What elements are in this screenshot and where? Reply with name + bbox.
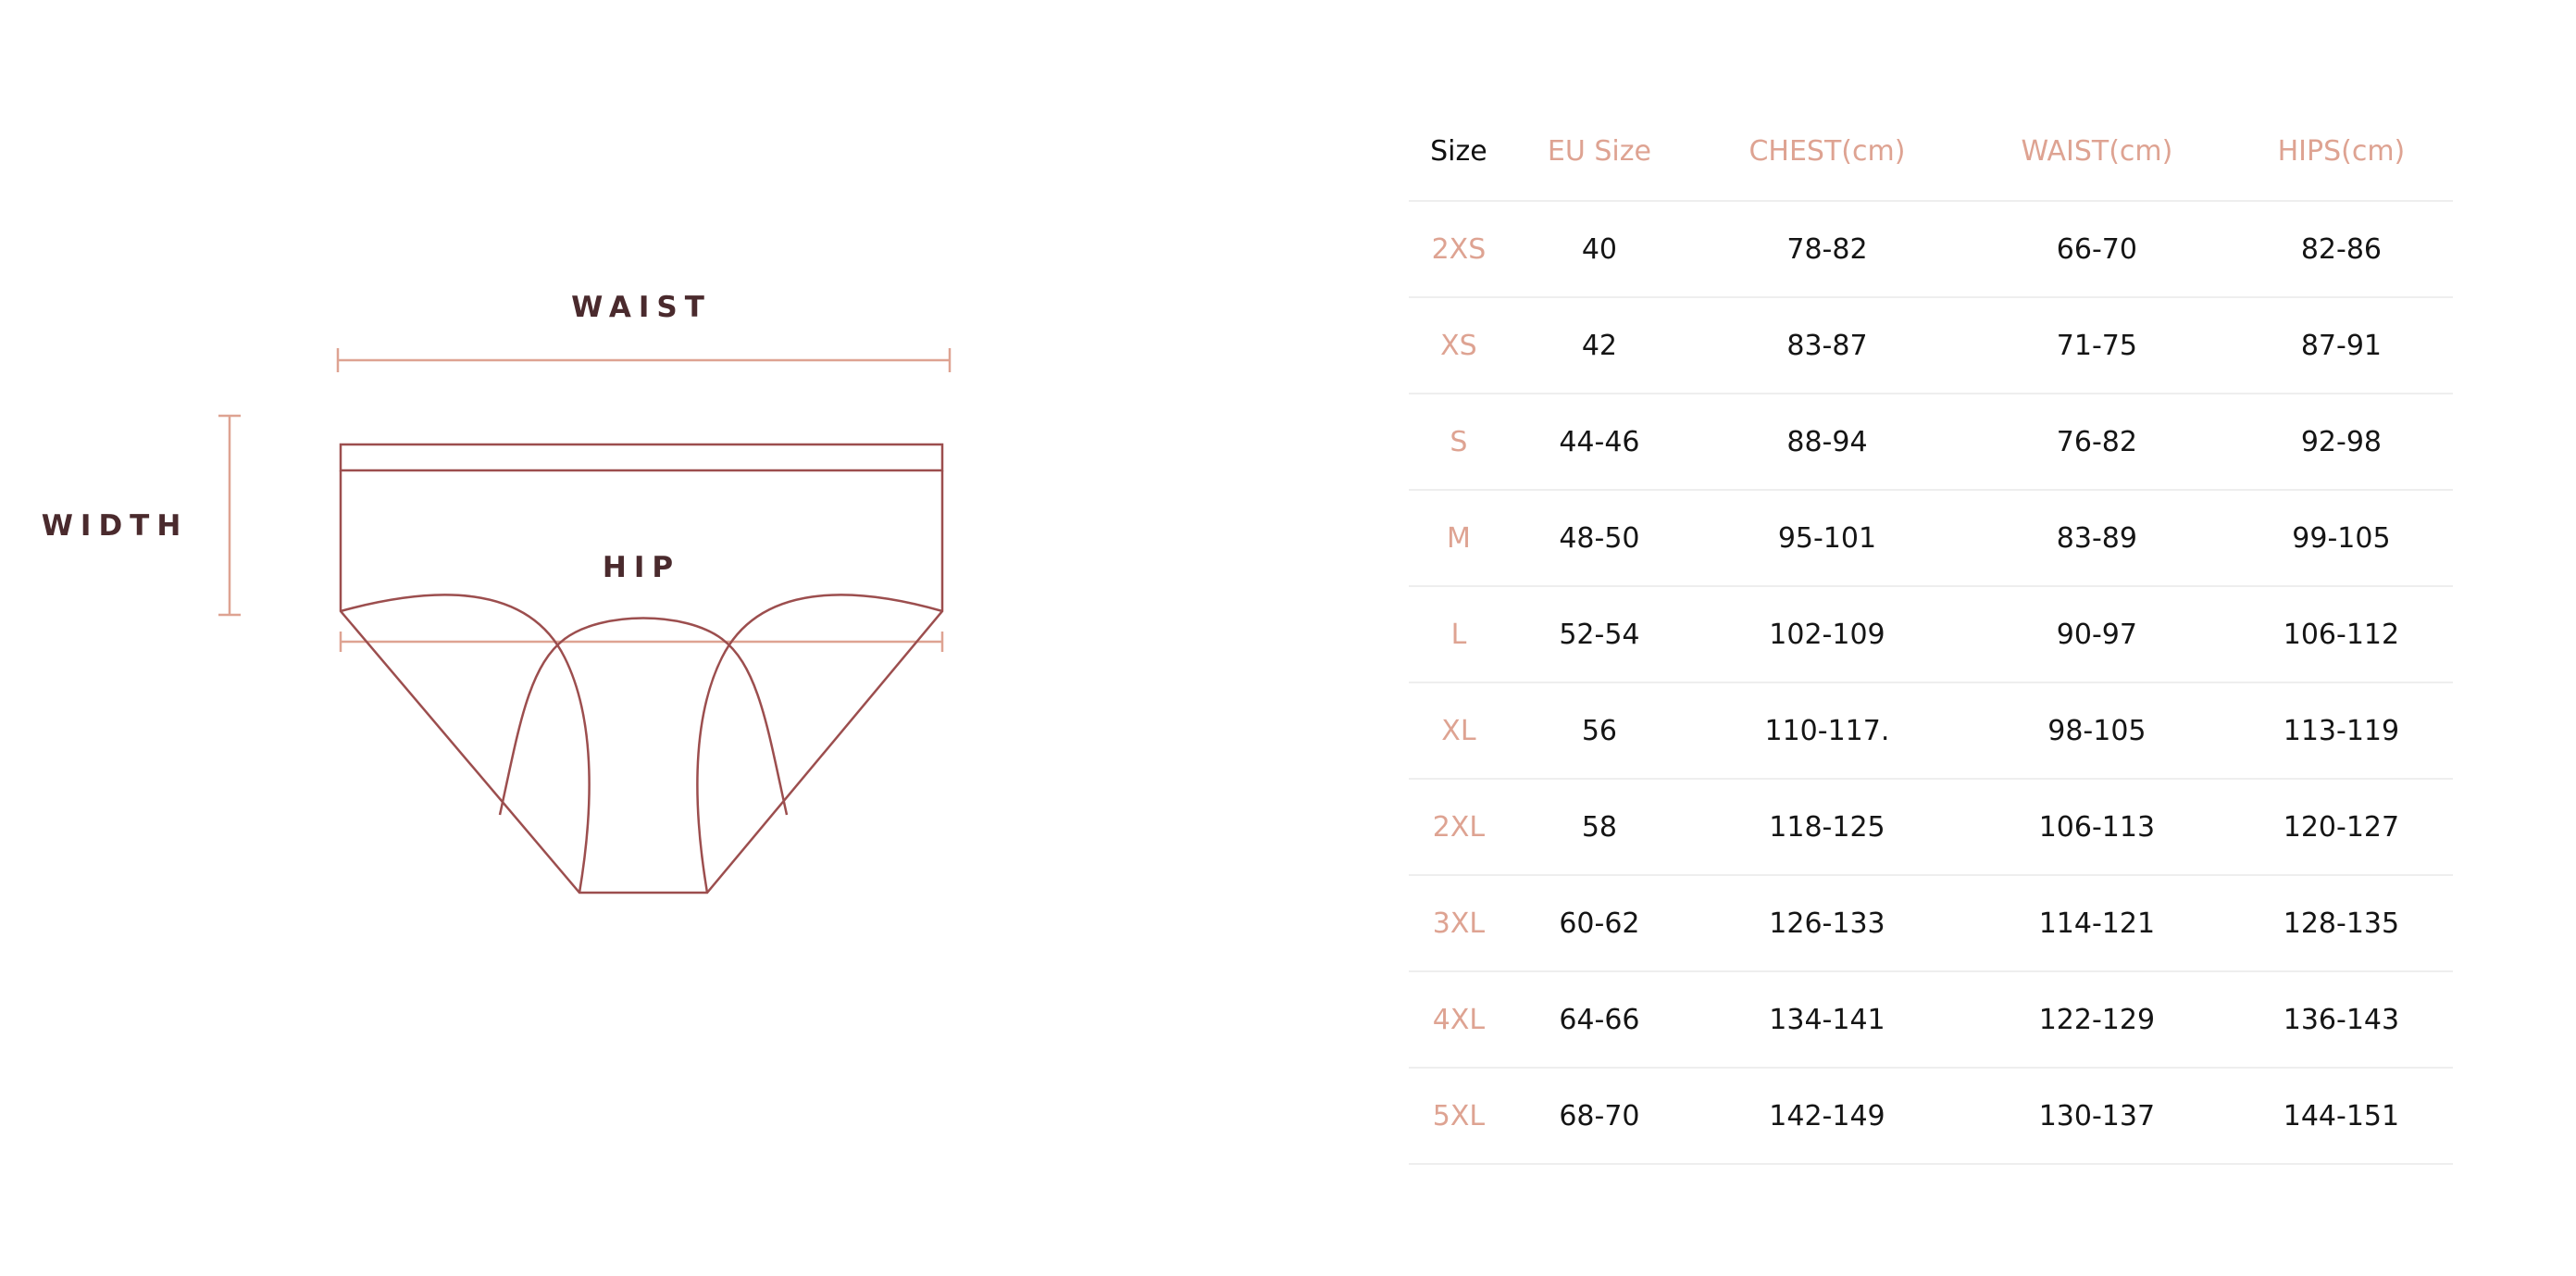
- table-row: XS 42 83-87 71-75 87-91: [1409, 296, 2453, 394]
- size-cell: XS: [1409, 296, 1509, 394]
- table-row: 3XL 60-62 126-133 114-121 128-135: [1409, 874, 2453, 971]
- header-waist: WAIST(cm): [2021, 134, 2173, 168]
- right-leg-opening: [696, 594, 943, 894]
- size-cell: 3XL: [1409, 874, 1509, 971]
- chest-cell: 118-125: [1690, 778, 1964, 875]
- table-body: 2XS 40 78-82 66-70 82-86 XS 42 83-87 71-75 87-91 S…: [1409, 200, 2453, 1165]
- table-row: M 48-50 95-101 83-89 99-105: [1409, 489, 2453, 586]
- waist-measure-line: [336, 348, 952, 372]
- chest-cell: 78-82: [1690, 200, 1964, 297]
- header-eu-size: EU Size: [1547, 134, 1651, 168]
- table-row: 4XL 64-66 134-141 122-129 136-143: [1409, 970, 2453, 1068]
- eu-size-cell: 40: [1508, 200, 1691, 297]
- hip-label: HIP: [603, 551, 680, 584]
- hips-cell: 120-127: [2229, 778, 2453, 875]
- eu-size-cell: 48-50: [1508, 489, 1691, 586]
- chest-cell: 134-141: [1690, 970, 1964, 1068]
- eu-size-cell: 64-66: [1508, 970, 1691, 1068]
- eu-size-cell: 44-46: [1508, 393, 1691, 490]
- size-cell: L: [1409, 585, 1509, 682]
- eu-size-cell: 58: [1508, 778, 1691, 875]
- size-cell: 4XL: [1409, 970, 1509, 1068]
- hips-cell: 92-98: [2229, 393, 2453, 490]
- hips-cell: 136-143: [2229, 970, 2453, 1068]
- garment-diagram: WAIST WIDTH HIP: [42, 291, 952, 894]
- table-row: XL 56 110-117. 98-105 113-119: [1409, 682, 2453, 779]
- waist-cell: 90-97: [1963, 585, 2230, 682]
- hips-cell: 87-91: [2229, 296, 2453, 394]
- eu-size-cell: 56: [1508, 682, 1691, 779]
- size-cell: 5XL: [1409, 1067, 1509, 1165]
- hips-cell: 128-135: [2229, 874, 2453, 971]
- chest-cell: 88-94: [1690, 393, 1964, 490]
- hips-cell: 113-119: [2229, 682, 2453, 779]
- waist-cell: 66-70: [1963, 200, 2230, 297]
- header-hips: HIPS(cm): [2277, 134, 2406, 168]
- chest-cell: 110-117.: [1690, 682, 1964, 779]
- table-row: L 52-54 102-109 90-97 106-112: [1409, 585, 2453, 682]
- brief-body: [339, 470, 944, 894]
- table-row: 5XL 68-70 142-149 130-137 144-151: [1409, 1067, 2453, 1165]
- waistband: [339, 443, 944, 472]
- hips-cell: 144-151: [2229, 1067, 2453, 1165]
- gusset-seam: [498, 617, 789, 816]
- chest-cell: 142-149: [1690, 1067, 1964, 1165]
- chest-cell: 102-109: [1690, 585, 1964, 682]
- waist-cell: 98-105: [1963, 682, 2230, 779]
- chest-cell: 95-101: [1690, 489, 1964, 586]
- header-chest: CHEST(cm): [1748, 134, 1906, 168]
- size-chart-table: Size EU Size CHEST(cm) WAIST(cm) HIPS(cm) 2X…: [1409, 102, 2453, 1165]
- table-row: 2XL 58 118-125 106-113 120-127: [1409, 778, 2453, 875]
- waist-cell: 114-121: [1963, 874, 2230, 971]
- hip-measure-line: [339, 632, 944, 652]
- measure-lines: [218, 348, 952, 652]
- eu-size-cell: 60-62: [1508, 874, 1691, 971]
- waist-cell: 71-75: [1963, 296, 2230, 394]
- hips-cell: 82-86: [2229, 200, 2453, 297]
- width-measure-line: [218, 414, 241, 617]
- eu-size-cell: 42: [1508, 296, 1691, 394]
- table-header-row: Size EU Size CHEST(cm) WAIST(cm) HIPS(cm): [1409, 102, 2453, 201]
- waist-cell: 106-113: [1963, 778, 2230, 875]
- hips-cell: 99-105: [2229, 489, 2453, 586]
- header-size: Size: [1430, 134, 1487, 168]
- size-cell: S: [1409, 393, 1509, 490]
- size-cell: 2XS: [1409, 200, 1509, 297]
- chest-cell: 83-87: [1690, 296, 1964, 394]
- brief-outline: [339, 443, 944, 894]
- eu-size-cell: 68-70: [1508, 1067, 1691, 1165]
- eu-size-cell: 52-54: [1508, 585, 1691, 682]
- hips-cell: 106-112: [2229, 585, 2453, 682]
- waist-cell: 83-89: [1963, 489, 2230, 586]
- waist-label: WAIST: [571, 291, 712, 324]
- waist-cell: 76-82: [1963, 393, 2230, 490]
- chest-cell: 126-133: [1690, 874, 1964, 971]
- waist-cell: 130-137: [1963, 1067, 2230, 1165]
- table-row: 2XS 40 78-82 66-70 82-86: [1409, 200, 2453, 297]
- size-cell: XL: [1409, 682, 1509, 779]
- width-label: WIDTH: [42, 509, 189, 543]
- table-row: S 44-46 88-94 76-82 92-98: [1409, 393, 2453, 490]
- size-cell: 2XL: [1409, 778, 1509, 875]
- size-cell: M: [1409, 489, 1509, 586]
- left-leg-opening: [340, 594, 591, 894]
- waist-cell: 122-129: [1963, 970, 2230, 1068]
